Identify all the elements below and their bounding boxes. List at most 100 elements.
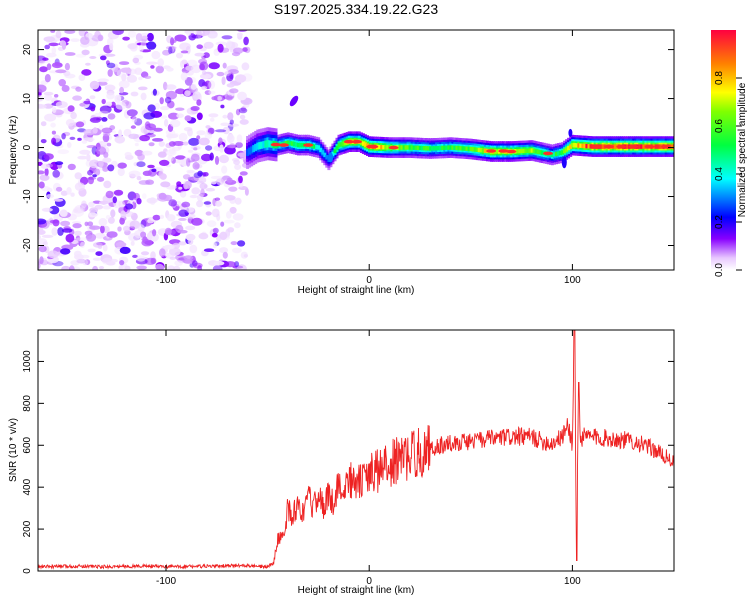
ridge-cell	[642, 144, 646, 149]
noise-blob	[151, 50, 161, 60]
ridge-cell	[398, 145, 402, 150]
noise-blob	[95, 251, 103, 256]
noise-blob	[170, 184, 177, 190]
noise-blob	[234, 261, 240, 268]
noise-blob	[160, 181, 171, 188]
noise-blob	[228, 123, 240, 127]
ridge-cell	[496, 149, 499, 154]
noise-blob	[114, 94, 122, 103]
ridge-cell	[258, 142, 262, 150]
noise-blob	[222, 62, 227, 69]
noise-blob	[141, 35, 148, 40]
noise-blob	[146, 61, 158, 65]
noise-blob	[170, 37, 175, 46]
noise-blob	[184, 90, 191, 97]
noise-blob	[51, 137, 57, 145]
noise-blob	[196, 135, 201, 140]
noise-blob	[152, 229, 157, 237]
ridge-peak	[303, 143, 314, 147]
noise-blob	[151, 257, 157, 264]
noise-blob	[118, 256, 129, 264]
noise-blob	[79, 254, 90, 259]
noise-blob	[82, 259, 89, 266]
noise-blob	[157, 151, 167, 158]
noise-blob	[243, 36, 249, 46]
ridge-cell	[250, 146, 254, 154]
noise-blob	[42, 241, 49, 246]
noise-blob	[178, 217, 187, 221]
noise-blob	[207, 30, 218, 39]
noise-blob	[160, 115, 168, 119]
ridge-peak	[343, 139, 354, 144]
noise-blob	[83, 129, 95, 136]
noise-blob	[237, 240, 246, 247]
heatmap-layer	[38, 30, 674, 270]
noise-blob	[185, 225, 196, 231]
noise-blob	[72, 208, 84, 217]
spectrogram-xlabel: Height of straight line (km)	[298, 285, 415, 296]
noise-blob	[117, 162, 127, 169]
ridge-cell	[341, 141, 345, 146]
ridge-cell	[361, 141, 365, 146]
noise-blob	[229, 119, 234, 125]
ridge-cell	[433, 146, 436, 151]
ridge-cell	[292, 141, 296, 147]
ridge-cell	[256, 142, 260, 150]
noise-blob	[39, 174, 50, 181]
ridge-cell	[317, 145, 321, 150]
ridge-cell	[294, 142, 298, 147]
noise-blob	[107, 164, 115, 172]
ridge-cell	[286, 140, 290, 145]
noise-blob	[75, 86, 82, 92]
ridge-cell	[613, 144, 617, 149]
noise-blob	[187, 176, 194, 181]
noise-blob	[182, 141, 189, 146]
noise-blob	[120, 210, 126, 219]
ridge-cell	[315, 144, 319, 150]
noise-blob	[121, 73, 127, 82]
ridge-cell	[414, 145, 418, 150]
noise-blob	[117, 167, 125, 177]
noise-blob	[53, 198, 64, 202]
noise-blob	[232, 247, 242, 254]
snr-xlabel: Height of straight line (km)	[298, 585, 415, 596]
noise-blob	[64, 30, 76, 34]
noise-blob	[147, 104, 156, 112]
noise-blob	[40, 139, 47, 144]
noise-blob	[201, 85, 208, 90]
y-tick-label: 20	[22, 44, 33, 56]
noise-blob	[81, 140, 88, 144]
noise-blob	[111, 130, 116, 134]
x-tick-label: 0	[366, 576, 372, 587]
ridge-peak	[591, 144, 602, 149]
noise-blob	[204, 132, 213, 140]
noise-blob	[160, 106, 170, 111]
ridge-cell	[252, 145, 256, 153]
noise-blob	[241, 62, 250, 71]
noise-blob	[233, 159, 241, 165]
noise-blob	[239, 119, 249, 125]
noise-blob	[168, 147, 176, 155]
ridge-cell	[284, 140, 288, 146]
noise-blob	[145, 123, 157, 131]
snr-layer	[38, 330, 674, 570]
noise-blob	[55, 30, 62, 39]
ridge-cell	[520, 148, 524, 154]
ridge-cell	[522, 148, 526, 154]
noise-blob	[90, 106, 96, 112]
noise-blob	[198, 232, 209, 240]
noise-blob	[167, 132, 172, 141]
noise-blob	[92, 127, 98, 134]
ridge-cell	[408, 145, 412, 150]
noise-blob	[94, 168, 101, 176]
ridge-cell	[453, 145, 457, 150]
ridge-cell	[406, 145, 410, 150]
ridge-cell	[246, 148, 250, 156]
noise-blob	[122, 36, 130, 41]
noise-blob	[103, 180, 112, 189]
noise-blob	[38, 218, 47, 225]
noise-blob	[43, 91, 54, 96]
noise-blob	[130, 91, 139, 97]
noise-blob	[77, 155, 88, 160]
